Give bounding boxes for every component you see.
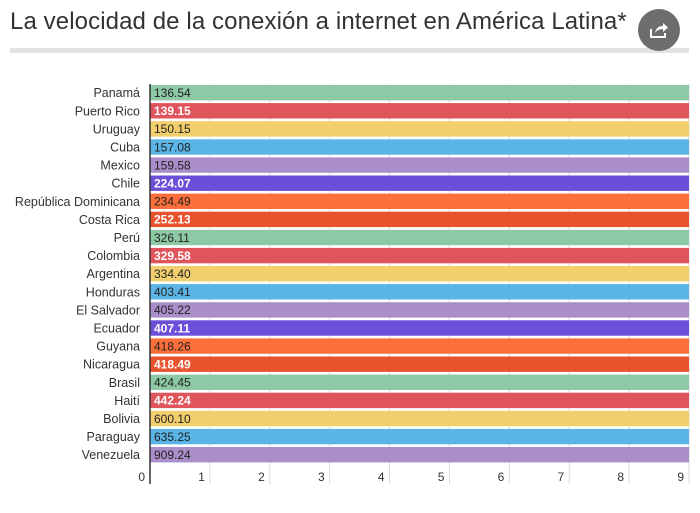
data-label: 136.54 (154, 86, 191, 100)
category-label: Haití (114, 394, 140, 408)
data-label: 329.58 (154, 249, 191, 263)
category-label: Ecuador (93, 322, 140, 336)
category-label: Argentina (86, 267, 140, 281)
category-label: Bolivia (103, 412, 140, 426)
category-label: El Salvador (76, 303, 140, 317)
data-label: 418.26 (154, 339, 191, 353)
bar (150, 211, 689, 228)
category-label: Costa Rica (79, 213, 140, 227)
category-label: Cuba (110, 141, 140, 155)
bar (150, 410, 689, 427)
data-label: 224.07 (154, 177, 191, 191)
data-label: 635.25 (154, 430, 191, 444)
x-tick-label: 4 (378, 470, 385, 484)
data-label: 442.24 (154, 394, 191, 408)
data-label: 150.15 (154, 122, 191, 136)
share-icon (650, 23, 668, 38)
bar (150, 428, 689, 445)
bar (150, 157, 689, 173)
category-label: República Dominicana (15, 195, 140, 209)
data-label: 405.22 (154, 303, 191, 317)
data-label: 407.11 (154, 321, 190, 335)
category-label: Venezuela (82, 448, 140, 462)
category-label: Guyana (96, 340, 140, 354)
data-label: 403.41 (154, 285, 191, 299)
category-label: Brasil (109, 376, 140, 390)
bar (150, 229, 689, 246)
bar (150, 356, 689, 372)
category-label: Uruguay (93, 122, 141, 136)
x-tick-label: 9 (677, 470, 684, 484)
category-label: Paraguay (86, 430, 140, 444)
data-label: 424.45 (154, 376, 191, 390)
bar (150, 85, 689, 101)
category-label: Perú (114, 231, 140, 245)
data-label: 139.15 (154, 104, 191, 118)
bar (150, 103, 689, 119)
bar (150, 193, 689, 209)
share-button[interactable] (638, 9, 680, 51)
data-label: 252.13 (154, 213, 191, 227)
category-label: Panamá (93, 86, 140, 100)
x-tick-label: 7 (558, 470, 565, 484)
bar (150, 121, 689, 137)
x-tick-label: 8 (617, 470, 624, 484)
bar (150, 247, 689, 264)
bar (150, 266, 689, 282)
bar (150, 320, 689, 336)
data-label: 418.49 (154, 358, 191, 372)
category-label: Mexico (100, 159, 140, 173)
data-label: 326.11 (154, 231, 190, 245)
category-label: Chile (112, 177, 141, 191)
x-tick-label: 1 (198, 470, 205, 484)
x-tick-label: 0 (138, 470, 145, 484)
data-label: 157.08 (154, 140, 191, 154)
bar (150, 302, 689, 318)
data-label: 234.49 (154, 195, 191, 209)
bar (150, 447, 689, 463)
title-divider (10, 48, 689, 53)
bar (150, 392, 689, 409)
data-label: 334.40 (154, 267, 191, 281)
bar (150, 338, 689, 354)
data-label: 600.10 (154, 412, 191, 426)
category-label: Nicaragua (83, 358, 140, 372)
bar (150, 175, 689, 191)
x-tick-label: 6 (498, 470, 505, 484)
category-label: Puerto Rico (75, 104, 140, 118)
chart-title: La velocidad de la conexión a internet e… (10, 8, 627, 35)
x-tick-label: 5 (438, 470, 445, 484)
bar (150, 284, 689, 300)
bar (150, 139, 689, 155)
category-label: Honduras (86, 285, 140, 299)
bar (150, 374, 689, 390)
x-tick-label: 2 (258, 470, 265, 484)
data-label: 909.24 (154, 448, 191, 462)
category-label: Colombia (87, 249, 140, 263)
x-tick-label: 3 (318, 470, 325, 484)
data-label: 159.58 (154, 158, 191, 172)
